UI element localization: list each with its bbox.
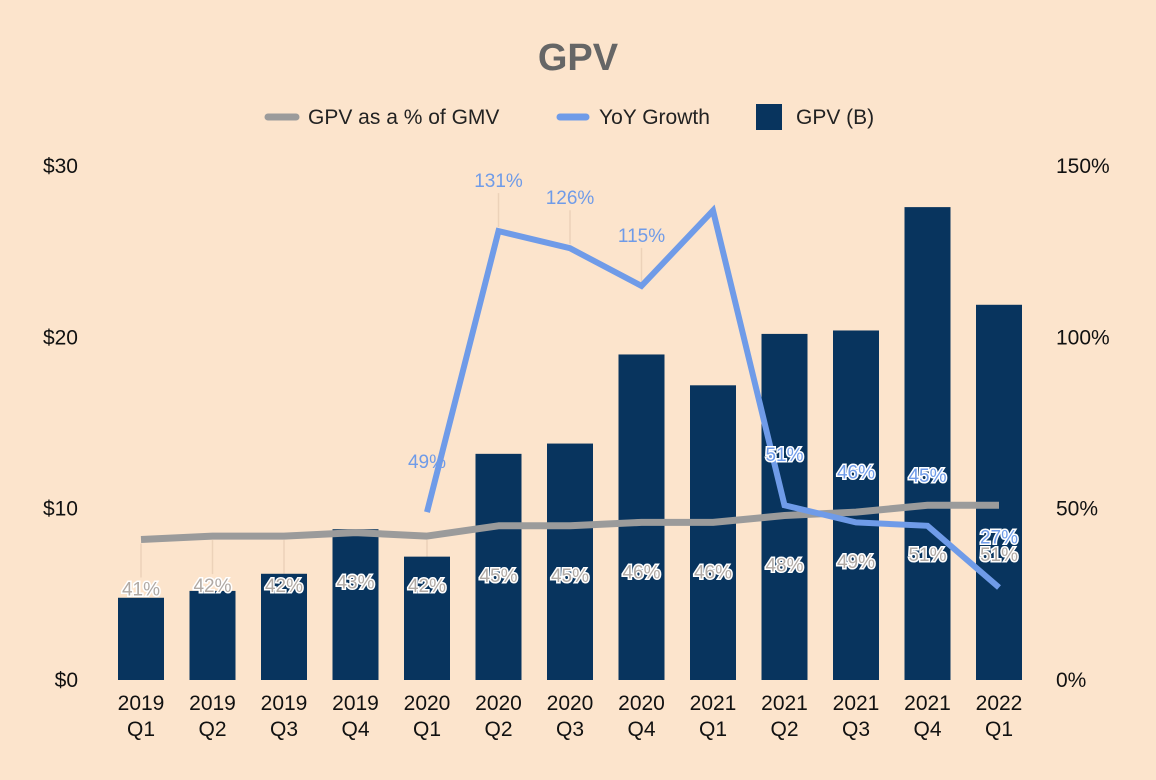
gpv-pct-data-label: 42% (265, 576, 303, 597)
left-tick-label: $30 (43, 155, 78, 178)
gpv-pct-data-label: 45% (551, 566, 589, 587)
yoy-line (424, 204, 1001, 590)
x-tick-quarter: Q1 (699, 718, 727, 741)
gpv-bar (475, 453, 522, 680)
x-tick-quarter: Q2 (484, 718, 512, 741)
gpv-bar (618, 354, 665, 680)
gpv-bar (690, 385, 736, 680)
yoy-data-label: 49% (408, 452, 446, 473)
gpv-bar (404, 556, 450, 680)
x-tick-quarter: Q3 (270, 718, 298, 741)
x-tick-year: 2021 (761, 692, 808, 715)
yoy-series (424, 204, 1001, 590)
x-tick-year: 2019 (189, 692, 236, 715)
right-tick-label: 150% (1056, 155, 1110, 178)
x-tick-quarter: Q4 (627, 718, 655, 741)
gpv-pct-data-labels: 41% 42% 42% 43% 42% 45% 45% 46% 46% 48% 49% 51% 51% (120, 544, 1019, 602)
gpv-bar (332, 529, 379, 680)
yoy-data-label: 131% (474, 171, 523, 192)
x-tick-quarter: Q4 (913, 718, 941, 741)
x-tick-year: 2021 (904, 692, 951, 715)
x-tick-quarter: Q1 (985, 718, 1013, 741)
gpv-pct-series (140, 501, 999, 544)
gpv-pct-data-label: 51% (980, 545, 1018, 566)
left-axis: $0 $10 $20 $30 (43, 155, 78, 692)
gpv-pct-data-label: 42% (193, 576, 231, 597)
right-tick-label: 50% (1056, 498, 1098, 521)
gpv-bar (118, 597, 164, 680)
gpv-bar (261, 573, 307, 680)
x-tick-year: 2021 (833, 692, 880, 715)
yoy-data-label: 126% (546, 188, 595, 209)
x-tick-year: 2020 (404, 692, 451, 715)
legend: GPV as a % of GMV YoY Growth GPV (B) (264, 104, 874, 130)
gpv-bar (547, 443, 593, 680)
x-tick-year: 2019 (261, 692, 308, 715)
x-tick-year: 2020 (475, 692, 522, 715)
right-axis: 0% 50% 100% 150% (1056, 155, 1110, 692)
yoy-data-label: 27% (980, 527, 1018, 548)
gpv-pct-data-label: 48% (765, 556, 803, 577)
gpv-pct-data-label: 46% (694, 562, 732, 583)
yoy-data-labels: 49% 131% 126% 115% 51% 46% 45% 27% (408, 171, 1020, 550)
x-tick-quarter: Q1 (413, 718, 441, 741)
right-tick-label: 100% (1056, 326, 1110, 349)
gpv-bar (833, 330, 879, 680)
x-tick-quarter: Q3 (842, 718, 870, 741)
yoy-data-label: 51% (765, 445, 803, 466)
right-tick-label: 0% (1056, 669, 1086, 692)
left-tick-label: $10 (43, 498, 78, 521)
x-tick-year: 2021 (690, 692, 737, 715)
legend-gpv-label: GPV (B) (796, 106, 874, 129)
x-tick-year: 2020 (547, 692, 594, 715)
x-tick-quarter: Q3 (556, 718, 584, 741)
yoy-data-label: 115% (618, 226, 665, 247)
gpv-pct-data-label: 43% (336, 573, 374, 594)
gpv-pct-data-label: 45% (479, 566, 517, 587)
gpv-pct-data-label: 49% (837, 552, 875, 573)
gpv-pct-line (140, 501, 999, 544)
x-tick-quarter: Q4 (341, 718, 369, 741)
left-tick-label: $0 (55, 669, 78, 692)
legend-gpv-pct-label: GPV as a % of GMV (308, 106, 499, 129)
x-tick-quarter: Q2 (198, 718, 226, 741)
x-tick-year: 2019 (332, 692, 379, 715)
yoy-data-label: 46% (837, 462, 875, 483)
chart-title: GPV (538, 37, 619, 79)
x-tick-year: 2020 (618, 692, 665, 715)
left-tick-label: $20 (43, 326, 78, 349)
legend-gpv-swatch (756, 104, 782, 130)
gpv-pct-data-label: 51% (908, 545, 946, 566)
yoy-data-label: 45% (908, 466, 946, 487)
gpv-bar (189, 590, 236, 680)
x-tick-year: 2019 (118, 692, 165, 715)
x-tick-quarter: Q1 (127, 718, 155, 741)
x-axis: 2019 Q1 2019 Q2 2019 Q3 2019 Q4 2020 Q1 2020 Q2 2020… (118, 692, 1023, 741)
gpv-pct-data-label: 46% (622, 562, 660, 583)
gpv-pct-data-label: 41% (122, 580, 160, 601)
gpv-bar (904, 207, 951, 680)
gpv-bar (976, 304, 1022, 680)
legend-yoy-label: YoY Growth (599, 106, 710, 129)
gpv-bars (118, 207, 1022, 680)
x-tick-year: 2022 (976, 692, 1023, 715)
x-tick-quarter: Q2 (770, 718, 798, 741)
gpv-pct-data-label: 42% (408, 576, 446, 597)
